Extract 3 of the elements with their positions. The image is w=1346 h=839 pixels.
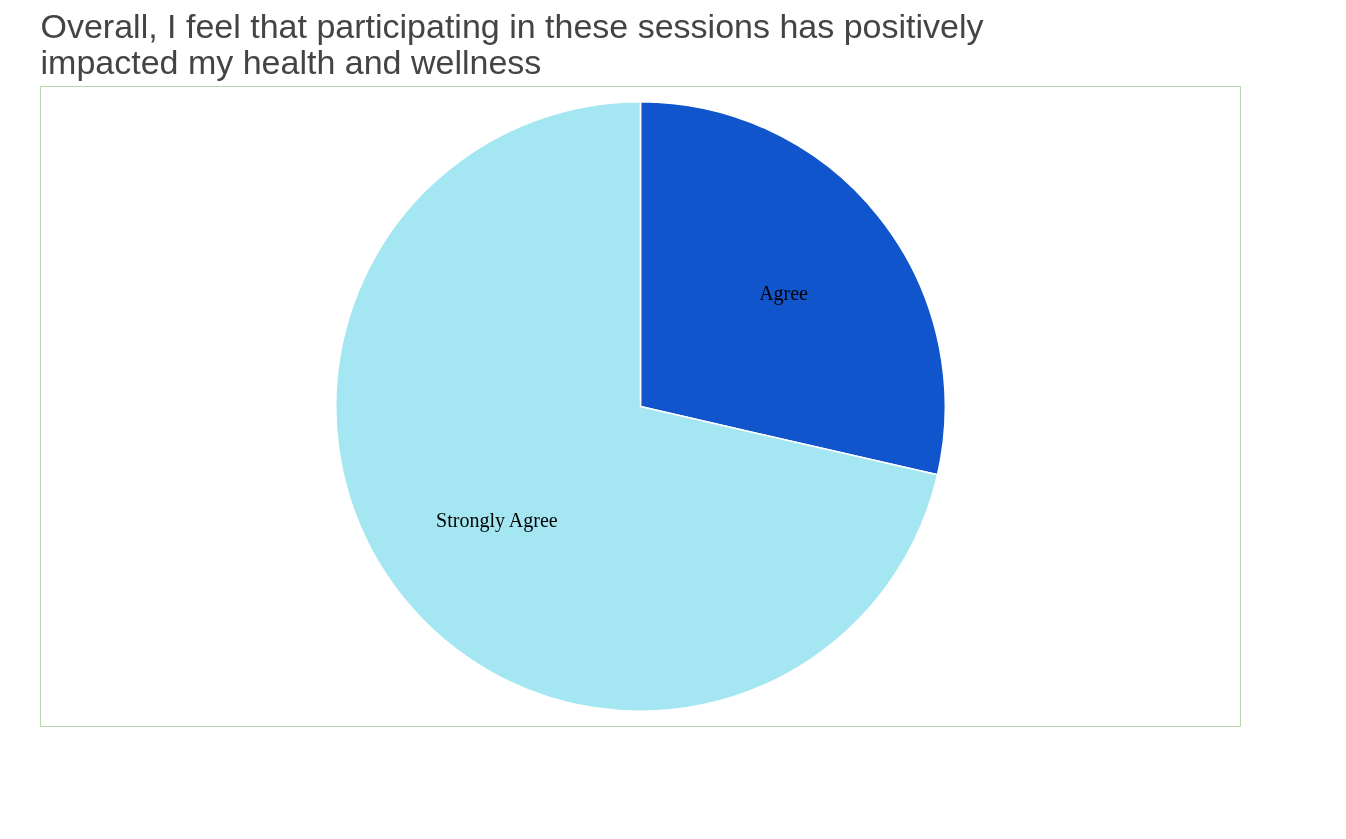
slice-label: Strongly Agree [436, 509, 558, 533]
slice-label: Agree [759, 281, 809, 305]
chart-title: Overall, I feel that participating in these sessions has positively impacted my health and wellness [40, 7, 984, 82]
